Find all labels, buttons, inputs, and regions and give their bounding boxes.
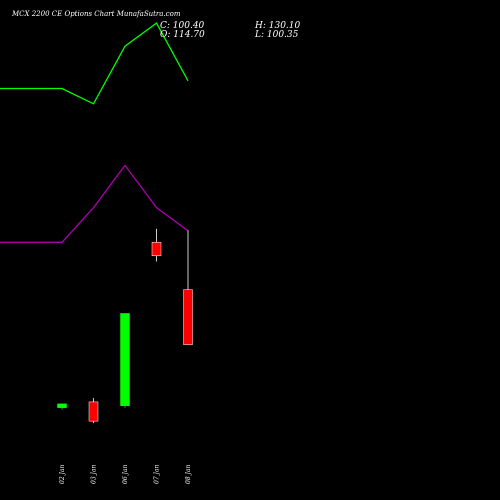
candle-body-1 xyxy=(88,401,99,422)
candles xyxy=(57,228,193,424)
candle-body-2 xyxy=(120,313,130,407)
x-tick-label: 07 Jan xyxy=(154,464,161,484)
x-tick-label: 06 Jan xyxy=(122,464,129,484)
x-axis-labels: 02 Jan 03 Jan 06 Jan 07 Jan 08 Jan xyxy=(59,464,192,484)
low-readout: L: 100.35 xyxy=(255,30,299,40)
series-line-0 xyxy=(0,22,189,105)
close-readout: C: 100.40 xyxy=(160,21,205,31)
high-readout: H: 130.10 xyxy=(255,21,301,31)
indicator-lines xyxy=(0,22,189,243)
x-tick-label: 03 Jan xyxy=(91,464,98,484)
open-readout: O: 114.70 xyxy=(160,30,205,40)
x-tick-label: 02 Jan xyxy=(59,464,66,484)
candle-body-0 xyxy=(57,403,67,408)
candle-body-4 xyxy=(183,289,193,345)
x-tick-label: 08 Jan xyxy=(185,464,192,484)
series-line-1 xyxy=(0,164,189,243)
chart-title: MCX 2200 CE Options Chart MunafaSutra.co… xyxy=(12,10,181,18)
candle-body-3 xyxy=(151,242,162,257)
